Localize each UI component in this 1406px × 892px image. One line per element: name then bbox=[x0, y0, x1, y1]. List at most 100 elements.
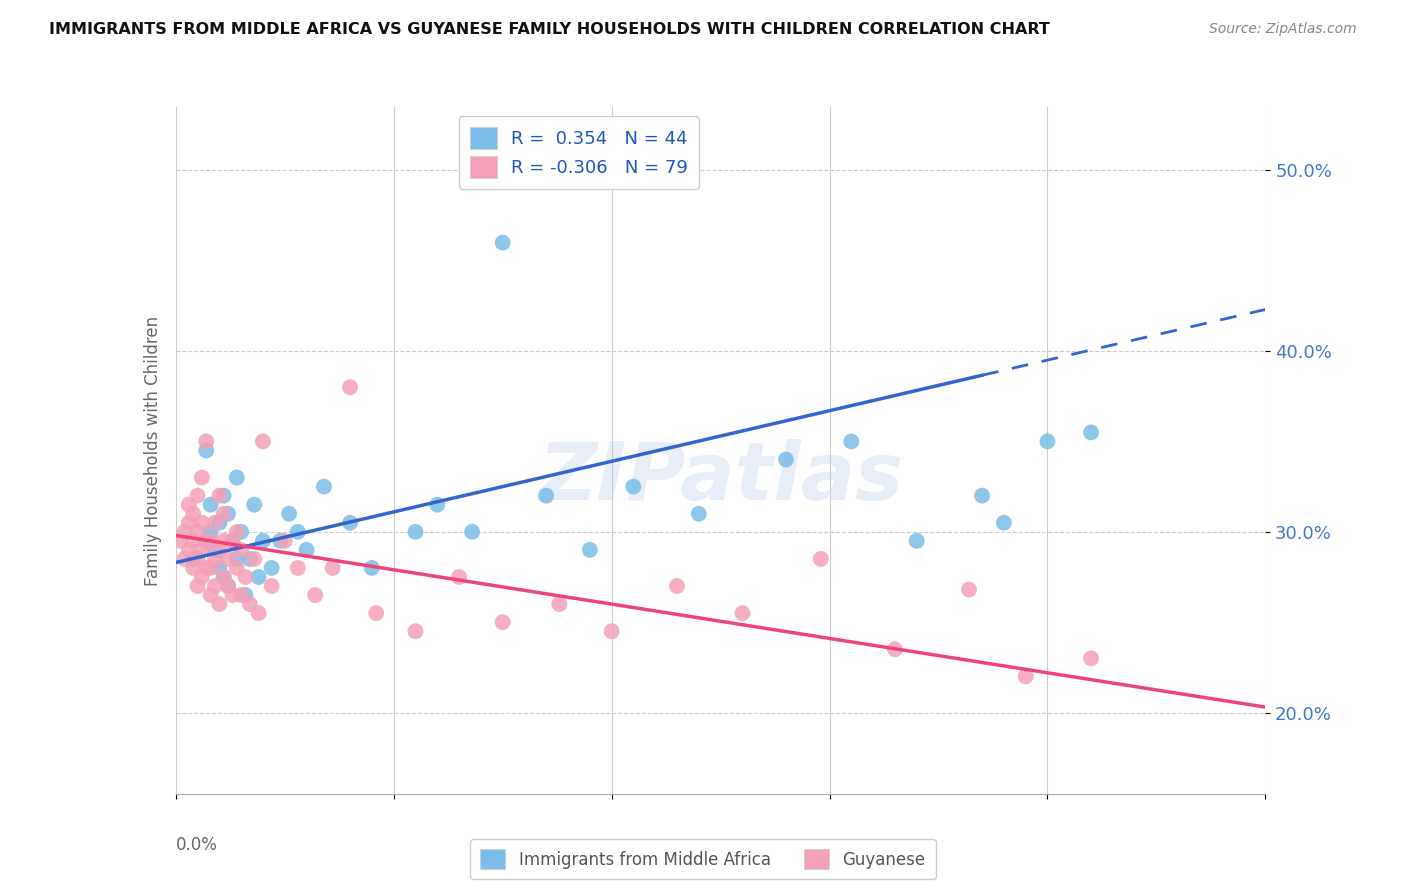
Point bbox=[186, 579, 209, 593]
Point bbox=[252, 533, 274, 548]
Point bbox=[195, 561, 218, 575]
Point bbox=[304, 588, 326, 602]
Point bbox=[260, 579, 283, 593]
Point bbox=[231, 588, 253, 602]
Point bbox=[173, 524, 195, 539]
Point bbox=[239, 552, 262, 566]
Point bbox=[217, 579, 239, 593]
Point bbox=[212, 533, 235, 548]
Point bbox=[204, 552, 226, 566]
Point bbox=[177, 516, 200, 530]
Point bbox=[195, 533, 218, 548]
Point bbox=[243, 552, 266, 566]
Point bbox=[235, 570, 257, 584]
Point bbox=[200, 498, 222, 512]
Point bbox=[208, 516, 231, 530]
Point bbox=[204, 516, 226, 530]
Point bbox=[212, 489, 235, 503]
Text: IMMIGRANTS FROM MIDDLE AFRICA VS GUYANESE FAMILY HOUSEHOLDS WITH CHILDREN CORREL: IMMIGRANTS FROM MIDDLE AFRICA VS GUYANES… bbox=[49, 22, 1050, 37]
Point bbox=[1080, 425, 1102, 440]
Point bbox=[191, 470, 214, 484]
Point bbox=[810, 552, 832, 566]
Point bbox=[621, 480, 644, 494]
Point bbox=[426, 498, 449, 512]
Point bbox=[260, 561, 283, 575]
Point bbox=[204, 579, 226, 593]
Point bbox=[212, 570, 235, 584]
Point bbox=[461, 524, 484, 539]
Point bbox=[208, 489, 231, 503]
Point bbox=[447, 570, 470, 584]
Point bbox=[312, 480, 335, 494]
Point bbox=[217, 552, 239, 566]
Point bbox=[208, 542, 231, 557]
Point bbox=[186, 552, 209, 566]
Point bbox=[181, 507, 204, 521]
Point bbox=[208, 597, 231, 611]
Point bbox=[1080, 651, 1102, 665]
Point bbox=[905, 533, 928, 548]
Point bbox=[217, 579, 239, 593]
Point bbox=[221, 588, 243, 602]
Point bbox=[225, 470, 247, 484]
Point bbox=[492, 235, 515, 250]
Point bbox=[177, 542, 200, 557]
Point bbox=[287, 561, 309, 575]
Point bbox=[492, 615, 515, 630]
Point bbox=[200, 524, 222, 539]
Point bbox=[405, 624, 427, 639]
Point bbox=[195, 443, 218, 458]
Point bbox=[235, 588, 257, 602]
Point bbox=[191, 570, 214, 584]
Point bbox=[278, 507, 301, 521]
Point bbox=[177, 498, 200, 512]
Point bbox=[666, 579, 689, 593]
Point bbox=[200, 561, 222, 575]
Point bbox=[181, 533, 204, 548]
Point bbox=[231, 542, 253, 557]
Point bbox=[195, 533, 218, 548]
Point bbox=[186, 489, 209, 503]
Point bbox=[295, 542, 318, 557]
Point bbox=[775, 452, 797, 467]
Point bbox=[339, 380, 361, 394]
Point bbox=[366, 606, 388, 620]
Point bbox=[221, 533, 243, 548]
Point bbox=[731, 606, 754, 620]
Point bbox=[191, 516, 214, 530]
Point bbox=[191, 542, 214, 557]
Point bbox=[579, 542, 602, 557]
Point bbox=[186, 524, 209, 539]
Point bbox=[181, 561, 204, 575]
Point bbox=[225, 552, 247, 566]
Point bbox=[1015, 669, 1038, 683]
Point bbox=[688, 507, 710, 521]
Point bbox=[360, 561, 382, 575]
Text: ZIPatlas: ZIPatlas bbox=[538, 439, 903, 517]
Point bbox=[534, 489, 557, 503]
Point bbox=[225, 524, 247, 539]
Point bbox=[247, 606, 270, 620]
Point bbox=[339, 516, 361, 530]
Point bbox=[181, 552, 204, 566]
Point bbox=[252, 434, 274, 449]
Point bbox=[200, 588, 222, 602]
Point bbox=[225, 561, 247, 575]
Point bbox=[841, 434, 863, 449]
Point bbox=[970, 489, 993, 503]
Point bbox=[204, 542, 226, 557]
Text: 0.0%: 0.0% bbox=[176, 836, 218, 854]
Point bbox=[173, 552, 195, 566]
Text: Source: ZipAtlas.com: Source: ZipAtlas.com bbox=[1209, 22, 1357, 37]
Point bbox=[169, 533, 191, 548]
Legend: R =  0.354   N = 44, R = -0.306   N = 79: R = 0.354 N = 44, R = -0.306 N = 79 bbox=[458, 116, 699, 189]
Point bbox=[1036, 434, 1059, 449]
Point bbox=[269, 533, 291, 548]
Point bbox=[231, 524, 253, 539]
Point bbox=[600, 624, 623, 639]
Point bbox=[405, 524, 427, 539]
Point bbox=[208, 561, 231, 575]
Point bbox=[212, 507, 235, 521]
Point bbox=[200, 533, 222, 548]
Point bbox=[195, 434, 218, 449]
